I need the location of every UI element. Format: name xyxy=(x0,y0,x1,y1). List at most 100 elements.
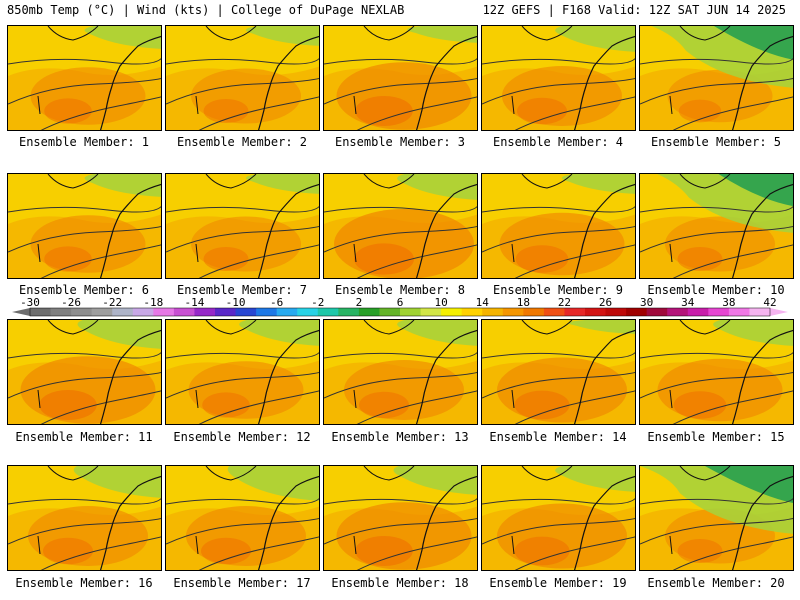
coastline xyxy=(731,35,793,130)
ensemble-member-map xyxy=(481,25,636,131)
coastline xyxy=(99,35,161,130)
colorbar-tick-label: -10 xyxy=(226,296,246,309)
colorbar-swatch xyxy=(276,308,298,316)
colorbar-swatch xyxy=(708,308,730,316)
colorbar-tick-label: 22 xyxy=(558,296,571,309)
cool-air-region xyxy=(84,26,161,49)
cool-air-region xyxy=(246,174,319,194)
colorbar-swatch xyxy=(564,308,586,316)
cool-air-region xyxy=(77,320,161,349)
ensemble-member-label: Ensemble Member: 2 xyxy=(176,135,308,149)
coastline xyxy=(731,475,793,570)
cool-air-region xyxy=(393,466,477,495)
ensemble-member-map xyxy=(481,319,636,425)
ensemble-member-label: Ensemble Member: 6 xyxy=(18,283,150,297)
colorbar-swatch xyxy=(585,308,607,316)
colorbar-swatch xyxy=(687,308,709,316)
ensemble-member-map xyxy=(639,173,794,279)
colorbar-tick-label: 26 xyxy=(599,296,612,309)
colorbar-swatch xyxy=(461,308,483,316)
coastline xyxy=(573,475,635,570)
colorbar-swatch xyxy=(646,308,668,316)
coastline xyxy=(573,35,635,130)
ensemble-member-map xyxy=(481,173,636,279)
colorbar-swatch xyxy=(749,308,771,316)
colorbar-swatch xyxy=(297,308,319,316)
cool-air-region xyxy=(555,26,635,52)
colorbar-tick-label: -6 xyxy=(270,296,283,309)
ensemble-member-label: Ensemble Member: 17 xyxy=(173,576,311,590)
cool-air-region xyxy=(397,320,477,346)
colorbar-tick-label: -14 xyxy=(185,296,205,309)
colorbar-swatch xyxy=(91,308,113,316)
coastline xyxy=(99,329,161,424)
colorbar-tick-label: 42 xyxy=(763,296,776,309)
ensemble-member-label: Ensemble Member: 1 xyxy=(18,135,150,149)
colorbar-swatch xyxy=(194,308,216,316)
coastline xyxy=(415,329,477,424)
colorbar-tick-label: 10 xyxy=(434,296,447,309)
ensemble-member-map xyxy=(323,465,478,571)
ensemble-member-map xyxy=(639,319,794,425)
colorbar-swatch xyxy=(626,308,648,316)
ensemble-member-label: Ensemble Member: 11 xyxy=(15,430,153,444)
colorbar-tick-label: 18 xyxy=(517,296,530,309)
ensemble-member-map xyxy=(639,465,794,571)
ensemble-member-map xyxy=(165,465,320,571)
ensemble-member-map xyxy=(481,465,636,571)
coastline xyxy=(99,183,161,278)
ensemble-member-label: Ensemble Member: 16 xyxy=(15,576,153,590)
coastline xyxy=(257,475,319,570)
coastline xyxy=(415,35,477,130)
colorbar-swatch xyxy=(441,308,463,316)
map-title: 850mb Temp (°C) | Wind (kts) | College o… xyxy=(7,3,405,17)
cool-air-region xyxy=(407,26,477,43)
ensemble-member-label: Ensemble Member: 12 xyxy=(173,430,311,444)
cool-air-region xyxy=(713,320,793,346)
colorbar-swatch xyxy=(132,308,154,316)
coastline xyxy=(415,183,477,278)
colorbar-swatch xyxy=(605,308,627,316)
colorbar-tick-label: 30 xyxy=(640,296,653,309)
colorbar-tick-label: 38 xyxy=(722,296,735,309)
colorbar-swatch xyxy=(256,308,278,316)
ensemble-member-map xyxy=(323,173,478,279)
ensemble-member-map xyxy=(7,25,162,131)
colorbar-swatch xyxy=(523,308,545,316)
colorbar-tick-label: -2 xyxy=(311,296,324,309)
ensemble-member-label: Ensemble Member: 4 xyxy=(492,135,624,149)
colorbar-swatch xyxy=(235,308,257,316)
colorbar-tick-label: -22 xyxy=(102,296,122,309)
colorbar-swatch xyxy=(400,308,422,316)
coastline xyxy=(573,183,635,278)
colorbar-tick-label: 34 xyxy=(681,296,695,309)
ensemble-member-map xyxy=(323,25,478,131)
colorbar-swatch xyxy=(543,308,565,316)
coastline xyxy=(257,35,319,130)
colorbar-swatch xyxy=(358,308,380,316)
colorbar-swatch xyxy=(420,308,442,316)
colorbar-swatch xyxy=(173,308,195,316)
colorbar-tick-label: 14 xyxy=(476,296,490,309)
ensemble-member-label: Ensemble Member: 8 xyxy=(334,283,466,297)
coastline xyxy=(573,329,635,424)
ensemble-member-label: Ensemble Member: 3 xyxy=(334,135,466,149)
ensemble-member-map xyxy=(165,25,320,131)
cool-air-region xyxy=(239,320,319,346)
colorbar-tick-label: 2 xyxy=(356,296,363,309)
ensemble-member-map xyxy=(165,319,320,425)
ensemble-member-label: Ensemble Member: 5 xyxy=(650,135,782,149)
colorbar-swatch xyxy=(30,308,52,316)
ensemble-member-label: Ensemble Member: 7 xyxy=(176,283,308,297)
colorbar-swatch xyxy=(71,308,93,316)
colorbar-swatch xyxy=(667,308,689,316)
colorbar-tick-label: -26 xyxy=(61,296,81,309)
colorbar-swatch xyxy=(153,308,175,316)
ensemble-member-map xyxy=(7,173,162,279)
model-valid-time: 12Z GEFS | F168 Valid: 12Z SAT JUN 14 20… xyxy=(482,3,786,17)
colorbar-swatch xyxy=(338,308,360,316)
coastline xyxy=(731,183,793,278)
ensemble-member-label: Ensemble Member: 10 xyxy=(647,283,785,297)
colorbar-swatch xyxy=(502,308,524,316)
colorbar-swatch xyxy=(482,308,504,316)
